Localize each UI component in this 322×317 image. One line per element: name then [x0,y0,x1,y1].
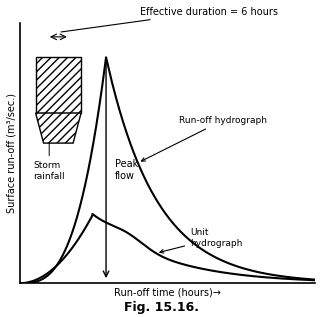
Polygon shape [36,113,81,143]
Y-axis label: Surface run-off (m³/sec.): Surface run-off (m³/sec.) [7,93,17,213]
X-axis label: Run-off time (hours)→: Run-off time (hours)→ [114,288,221,297]
Text: Peak
flow: Peak flow [115,159,138,181]
Text: Effective duration = 6 hours: Effective duration = 6 hours [61,7,278,32]
Bar [36,57,81,113]
Text: Fig. 15.16.: Fig. 15.16. [124,301,198,314]
Text: Run-off hydrograph: Run-off hydrograph [141,116,267,161]
Text: Unit
hydrograph: Unit hydrograph [160,228,242,253]
Text: Storm
rainfall: Storm rainfall [33,121,65,181]
